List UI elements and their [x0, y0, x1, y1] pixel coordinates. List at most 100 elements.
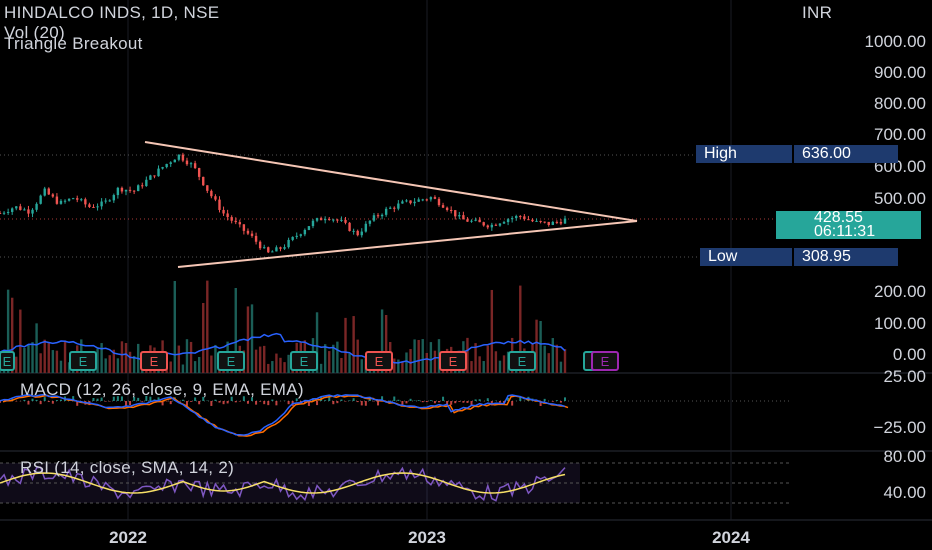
- volume-bar: [43, 339, 46, 373]
- macd-histogram-bar: [470, 401, 473, 406]
- earnings-marker[interactable]: E: [217, 351, 245, 371]
- volume-bar: [283, 362, 286, 373]
- volume-bar: [181, 364, 185, 373]
- candle-body: [238, 222, 242, 225]
- macd-histogram-bar: [275, 401, 278, 406]
- macd-histogram-bar: [433, 401, 436, 404]
- macd-histogram-bar: [76, 401, 79, 406]
- macd-histogram-bar: [149, 396, 152, 401]
- rsi-title[interactable]: RSI (14, close, SMA, 14, 2): [20, 458, 235, 477]
- volume-bar: [348, 353, 351, 373]
- macd-title[interactable]: MACD (12, 26, close, 9, EMA, EMA): [20, 380, 304, 399]
- volume-bar: [23, 348, 26, 373]
- candle-body: [539, 220, 542, 222]
- macd-histogram-bar: [133, 396, 136, 401]
- volume-bar: [189, 341, 193, 373]
- rsi-tick-label: 40.00: [883, 483, 926, 502]
- candle-body: [96, 206, 99, 208]
- macd-histogram-bar: [43, 397, 46, 401]
- macd-histogram-bar: [129, 401, 132, 406]
- candle-body: [6, 211, 10, 213]
- earnings-marker[interactable]: E: [365, 351, 393, 371]
- candle-body: [490, 224, 494, 228]
- candle-body: [145, 179, 148, 187]
- candle-body: [356, 230, 359, 236]
- candle-body: [242, 224, 246, 231]
- macd-histogram-bar: [307, 401, 310, 406]
- symbol-title[interactable]: HINDALCO INDS, 1D, NSE: [4, 3, 220, 22]
- earnings-marker[interactable]: E: [0, 351, 15, 371]
- volume-bar: [120, 341, 124, 373]
- macd-histogram-bar: [198, 401, 201, 405]
- candle-body: [0, 213, 2, 215]
- candle-body: [2, 212, 6, 214]
- candle-body: [35, 203, 38, 210]
- candle-body: [185, 160, 189, 165]
- candle-body: [63, 200, 67, 202]
- candle-body: [462, 215, 465, 220]
- price-candles: [0, 152, 567, 254]
- macd-histogram-bar: [31, 398, 34, 401]
- volume-bar: [287, 354, 290, 373]
- macd-histogram-bar: [328, 396, 331, 401]
- time-tick-label: 2022: [109, 528, 147, 547]
- volume-bar: [319, 363, 323, 373]
- macd-histogram-bar: [181, 399, 184, 401]
- volume-bar: [39, 353, 42, 373]
- candle-body: [405, 200, 408, 202]
- macd-histogram-bar: [104, 401, 107, 402]
- candle-body: [336, 219, 339, 221]
- macd-histogram-bar: [238, 401, 241, 402]
- candle-body: [376, 215, 380, 217]
- macd-histogram-bar: [462, 401, 465, 403]
- earnings-marker[interactable]: E: [591, 351, 619, 371]
- candle-body: [417, 199, 420, 202]
- candle-body: [445, 207, 449, 210]
- macd-histogram-bar: [51, 401, 54, 404]
- earnings-marker[interactable]: E: [69, 351, 97, 371]
- macd-histogram-bar: [324, 400, 327, 401]
- high-tag-value: 636.00: [794, 145, 898, 163]
- volume-bar: [6, 289, 10, 373]
- candle-body: [169, 162, 172, 164]
- macd-histogram-bar: [564, 397, 566, 401]
- earnings-marker-box: [290, 351, 318, 371]
- earnings-marker-label: E: [449, 354, 458, 369]
- macd-histogram-bar: [316, 401, 319, 406]
- volume-bar: [116, 358, 120, 373]
- time-axis[interactable]: 2022 2023 2024: [109, 528, 750, 547]
- candle-body: [502, 222, 506, 224]
- candle-body: [559, 222, 563, 224]
- earnings-markers[interactable]: EEEEEEEEEE: [0, 351, 619, 371]
- currency-label: INR: [802, 3, 833, 22]
- candle-body: [55, 196, 59, 204]
- volume-bar: [193, 361, 197, 373]
- volume-bar: [409, 349, 412, 373]
- price-axis[interactable]: 1000.00900.00800.00700.00600.00500.00200…: [865, 32, 926, 502]
- earnings-marker[interactable]: E: [140, 351, 168, 371]
- earnings-marker-label: E: [300, 354, 309, 369]
- earnings-marker[interactable]: E: [290, 351, 318, 371]
- macd-histogram-bar: [157, 397, 160, 401]
- macd-histogram-bar: [222, 401, 225, 405]
- volume-study-label[interactable]: Vol (20): [4, 23, 65, 42]
- candle-body: [234, 220, 237, 223]
- volume-bar: [417, 339, 420, 373]
- macd-histogram-bar: [551, 401, 554, 402]
- earnings-marker[interactable]: E: [508, 351, 536, 371]
- candle-body: [291, 236, 294, 240]
- earnings-marker[interactable]: E: [439, 351, 467, 371]
- triangle-trendlines[interactable]: [144, 141, 638, 268]
- macd-histogram-bar: [112, 396, 115, 401]
- candle-body: [210, 190, 213, 197]
- upper-trendline: [144, 141, 638, 222]
- candle-body: [433, 197, 437, 199]
- volume-bar: [490, 289, 494, 373]
- macd-histogram-bar: [559, 401, 562, 403]
- triangle-study-label[interactable]: Triangle Breakout: [4, 34, 143, 53]
- candle-body: [157, 168, 160, 177]
- candle-body: [141, 185, 144, 187]
- macd-histogram-bar: [425, 401, 428, 403]
- volume-bar: [214, 344, 217, 373]
